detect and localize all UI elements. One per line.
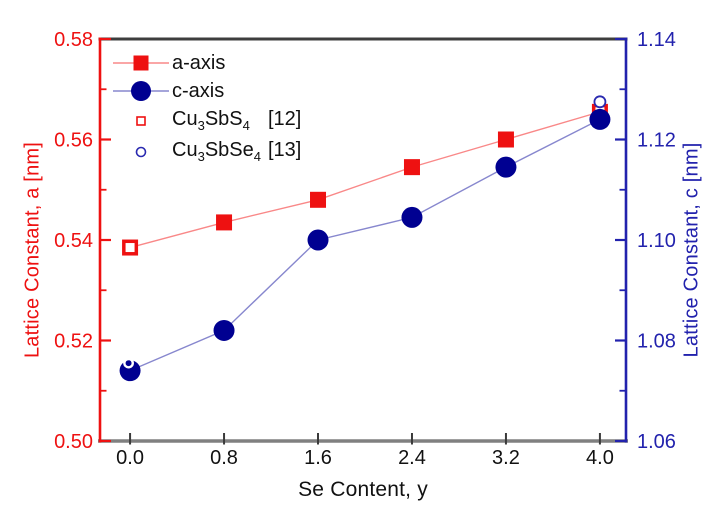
c-axis-point-1 <box>213 319 235 341</box>
a-axis-point-1 <box>216 214 233 231</box>
x-tick-label: 3.2 <box>492 447 520 469</box>
ref-open-circle <box>593 95 607 109</box>
left-tick-label: 0.50 <box>54 431 93 453</box>
left-tick-label: 0.56 <box>54 130 93 152</box>
legend-item-cu3sbs4-ref: Cu3SbS4 [12] <box>110 105 301 136</box>
legend-label-c-axis: c-axis <box>172 79 225 102</box>
a-axis-point-4 <box>497 131 514 148</box>
x-tick-label: 4.0 <box>586 447 614 469</box>
a-axis-point-2 <box>310 191 327 208</box>
x-tick-label: 2.4 <box>398 447 426 469</box>
ref-open-circle <box>123 357 134 369</box>
open-circle-legend-marker <box>110 140 172 164</box>
x-axis-label: Se Content, y <box>298 478 428 501</box>
left-tick-label: 0.52 <box>54 331 93 353</box>
c-axis-line-segment <box>129 118 601 372</box>
c-axis-legend-marker <box>110 79 172 103</box>
left-tick-label: 0.58 <box>54 29 93 51</box>
right-tick-label: 1.06 <box>637 431 676 453</box>
c-axis-point-0 <box>119 360 141 382</box>
left-axis-label: Lattice Constant, a [nm] <box>21 141 44 359</box>
right-tick-label: 1.10 <box>637 230 676 252</box>
a-axis-point-3 <box>403 159 420 176</box>
c-axis-point-2 <box>307 229 329 251</box>
right-axis-label: Lattice Constant, c [nm] <box>680 142 703 358</box>
legend-item-cu3sbse4-ref: Cu3SbSe4 [13] <box>110 136 301 167</box>
a-axis-legend-marker <box>110 51 172 75</box>
x-tick-label: 0.0 <box>116 447 144 469</box>
a-axis-line-segment <box>129 111 601 249</box>
right-tick-label: 1.08 <box>637 331 676 353</box>
right-tick-label: 1.14 <box>637 29 676 51</box>
x-tick-label: 1.6 <box>304 447 332 469</box>
right-tick-label: 1.12 <box>637 130 676 152</box>
legend-item-c-axis: c-axis <box>110 77 301 105</box>
legend-label-cu3sbse4: Cu3SbSe4 [13] <box>172 139 302 164</box>
c-axis-point-5 <box>589 108 611 130</box>
c-axis-point-3 <box>401 206 423 228</box>
legend-label-cu3sbs4: Cu3SbS4 [12] <box>172 108 302 133</box>
chart-legend: a-axis c-axis Cu3SbS4 [12] Cu3SbSe4 [13] <box>110 49 301 167</box>
legend-label-a-axis: a-axis <box>172 51 226 74</box>
c-axis-point-4 <box>495 156 517 178</box>
ref-open-square <box>125 243 135 253</box>
open-square-legend-marker <box>110 109 172 133</box>
x-tick-label: 0.8 <box>210 447 238 469</box>
left-tick-label: 0.54 <box>54 230 93 252</box>
legend-item-a-axis: a-axis <box>110 49 301 77</box>
